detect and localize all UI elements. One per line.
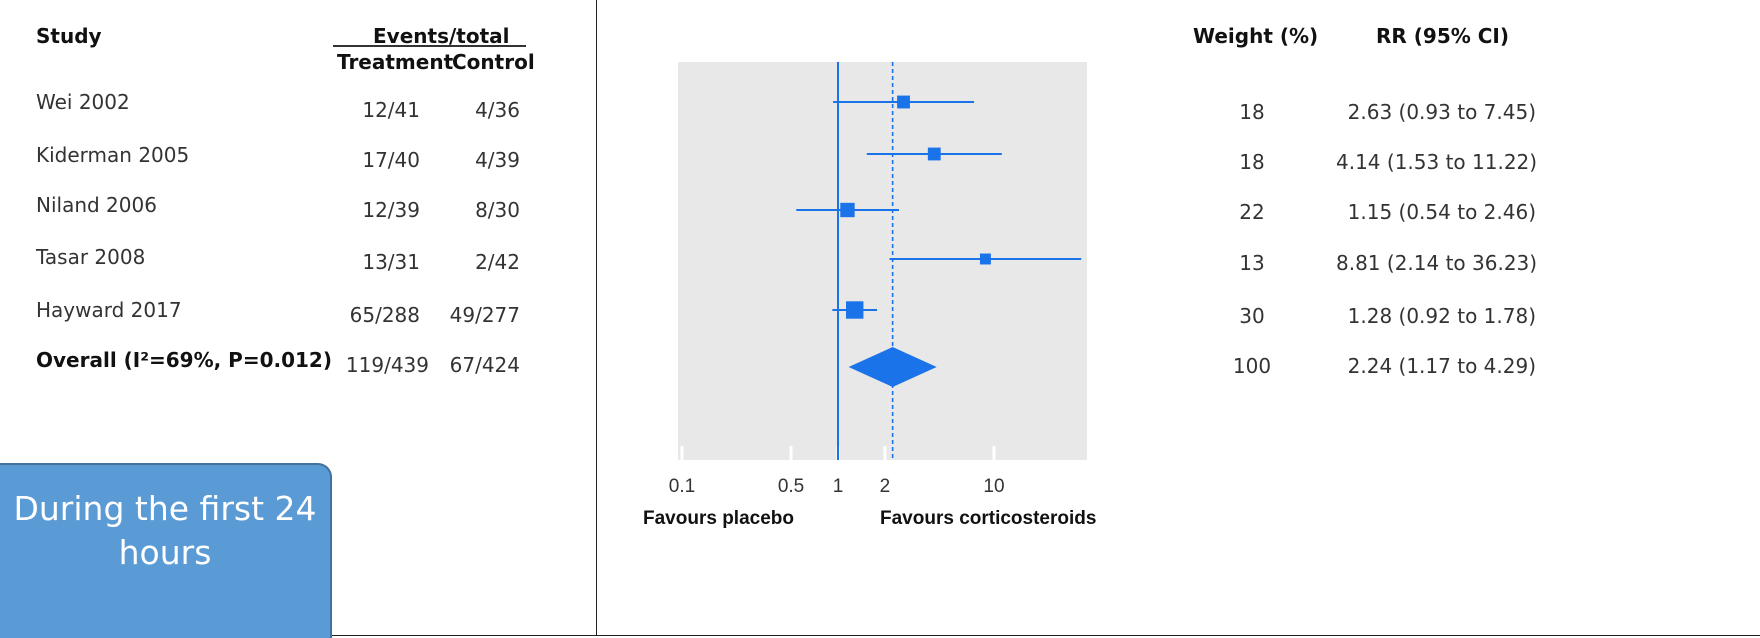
treatment-value: 12/39 xyxy=(362,198,420,222)
treatment-value: 65/288 xyxy=(349,303,420,327)
tick-label: 2 xyxy=(880,476,891,497)
tick-label: 10 xyxy=(983,476,1004,497)
point-estimate xyxy=(927,147,941,161)
rr-value: 8.81 (2.14 to 36.23) xyxy=(1336,251,1538,275)
treatment-value: 13/31 xyxy=(362,250,420,274)
weight-header: Weight (%) xyxy=(1193,24,1319,48)
point-estimate xyxy=(897,95,910,109)
control-value: 4/39 xyxy=(475,148,520,172)
favours-corticosteroids-label: Favours corticosteroids xyxy=(880,508,1096,529)
weight-value: 22 xyxy=(1239,200,1265,224)
point-estimate xyxy=(840,202,855,218)
study-name: Niland 2006 xyxy=(36,193,157,217)
rr-header: RR (95% CI) xyxy=(1376,24,1509,48)
tick-label: 0.1 xyxy=(669,476,695,497)
rr-value: 1.15 (0.54 to 2.46) xyxy=(1347,200,1536,224)
weight-value: 18 xyxy=(1239,150,1265,174)
treatment-header: Treatment xyxy=(337,50,454,74)
control-value: 4/36 xyxy=(475,98,520,122)
control-value: 8/30 xyxy=(475,198,520,222)
rr-value: 4.14 (1.53 to 11.22) xyxy=(1336,150,1538,174)
tick-label: 1 xyxy=(833,476,844,497)
treatment-value: 17/40 xyxy=(362,148,420,172)
point-estimate xyxy=(979,253,991,265)
study-name: Hayward 2017 xyxy=(36,298,182,322)
overall-treatment: 119/439 xyxy=(345,353,429,377)
rr-value: 2.63 (0.93 to 7.45) xyxy=(1347,100,1536,124)
overall-weight: 100 xyxy=(1232,354,1272,378)
caption-callout: During the first 24 hours xyxy=(0,463,332,638)
weight-rr-panel: Weight (%) RR (95% CI) 18 18 22 13 30 10… xyxy=(1160,0,1760,636)
treatment-value: 12/41 xyxy=(362,98,420,122)
events-total-rule xyxy=(333,45,526,47)
weight-value: 30 xyxy=(1239,304,1265,328)
point-estimate xyxy=(846,301,864,319)
study-name: Kiderman 2005 xyxy=(36,143,190,167)
overall-rr-value: 2.24 (1.17 to 4.29) xyxy=(1347,354,1536,378)
tick-label: 0.5 xyxy=(778,476,804,497)
weight-value: 18 xyxy=(1239,100,1265,124)
overall-label: Overall (I²=69%, P=0.012) xyxy=(36,348,332,372)
study-header: Study xyxy=(36,24,102,48)
plot-background xyxy=(678,62,1087,460)
forest-plot-panel: 0.1 0.5 1 2 10 Favours placebo Favours corti… xyxy=(597,0,1161,636)
weight-value: 13 xyxy=(1239,251,1265,275)
study-name: Wei 2002 xyxy=(36,90,130,114)
events-total-header: Events/total xyxy=(373,24,510,48)
forest-plot: 0.1 0.5 1 2 10 Favours placebo Favours corti… xyxy=(643,62,1096,529)
control-header: Control xyxy=(452,50,535,74)
study-name: Tasar 2008 xyxy=(36,245,146,269)
overall-diamond xyxy=(848,347,937,387)
overall-control: 67/424 xyxy=(449,353,520,377)
rr-value: 1.28 (0.92 to 1.78) xyxy=(1347,304,1536,328)
control-value: 2/42 xyxy=(475,250,520,274)
control-value: 49/277 xyxy=(449,303,520,327)
favours-placebo-label: Favours placebo xyxy=(643,508,794,529)
